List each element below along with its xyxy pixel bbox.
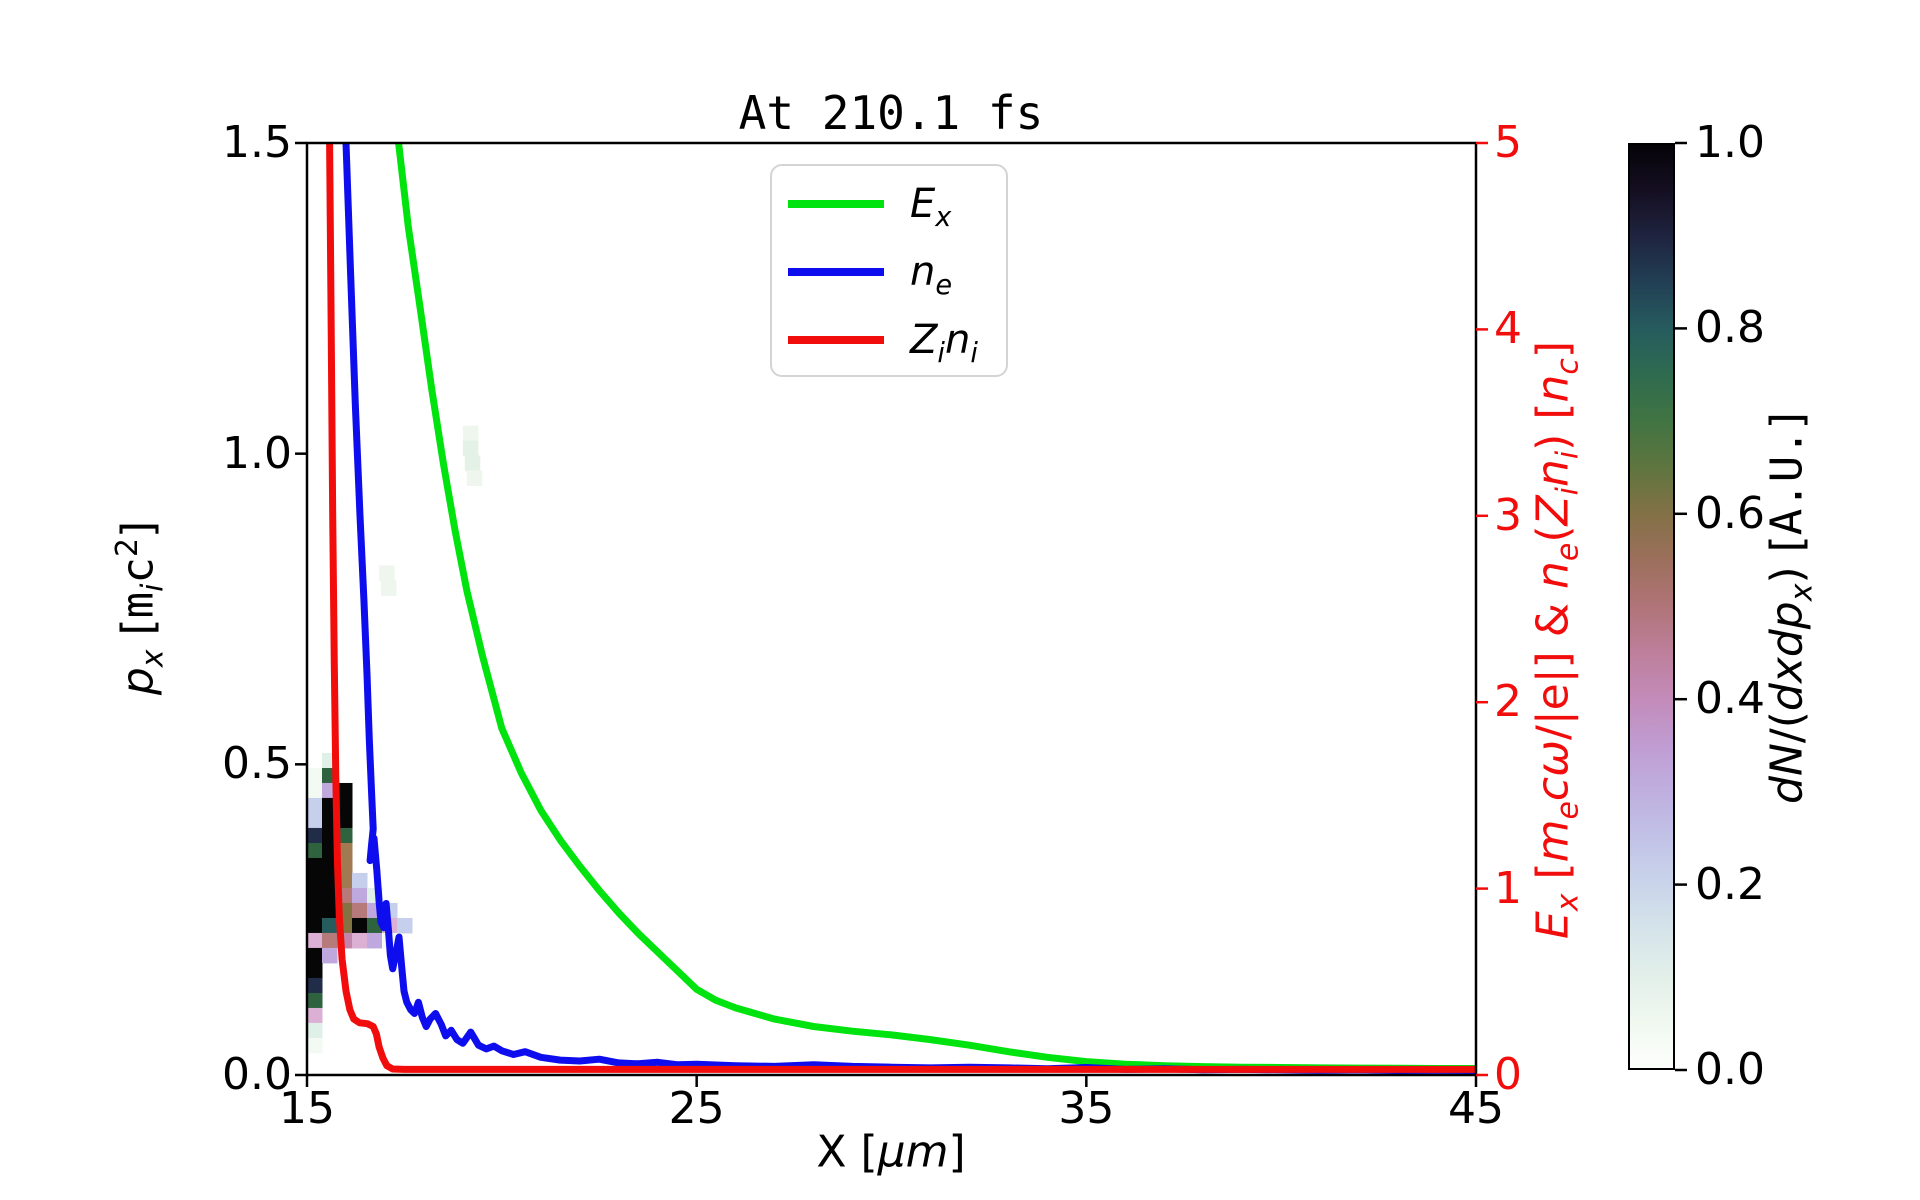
left-y-axis-label: px [mic2] (109, 520, 171, 696)
heatmap-cell (307, 767, 323, 784)
heatmap-cell (307, 797, 323, 814)
curve-zini (326, 143, 1476, 1073)
heatmap-cell (352, 887, 368, 904)
heatmap-cell (307, 887, 323, 904)
right-y-tick-label: 0 (1494, 1049, 1522, 1100)
legend-line-sample (788, 200, 884, 208)
heatmap-cell (337, 782, 353, 799)
heatmap-cell (307, 872, 323, 889)
right-y-tick-label: 3 (1494, 489, 1522, 541)
legend-line-sample (788, 336, 884, 344)
heatmap-cell (337, 842, 353, 859)
heatmap-cell (352, 872, 368, 889)
heatmap-cell (352, 902, 368, 919)
heatmap-cell (307, 857, 323, 874)
heatmap-cell (307, 782, 323, 799)
heatmap-cell (307, 977, 323, 994)
heatmap-cell (307, 992, 323, 1009)
heatmap-cell (381, 580, 397, 596)
right-y-tick-label: 2 (1494, 676, 1522, 728)
legend-label: Zini (910, 317, 978, 369)
heatmap-cell (307, 1022, 323, 1039)
heatmap-cell (307, 812, 323, 829)
heatmap-cell (307, 1007, 323, 1024)
heatmap-cell (307, 902, 323, 919)
right-y-tick-label: 4 (1494, 303, 1522, 355)
legend-entry: Ex (772, 170, 1006, 238)
heatmap-cell (307, 947, 323, 964)
colorbar-tick-label: 1.0 (1695, 117, 1765, 168)
colorbar (1628, 143, 1675, 1070)
x-tick-label: 35 (1058, 1083, 1115, 1134)
left-y-tick-label: 0.0 (222, 1049, 292, 1100)
right-y-axis-label: Ex [mecω/|e|] & ne(Zini) [nc] (1527, 340, 1586, 940)
heatmap-cell (307, 962, 323, 979)
heatmap-cell (322, 872, 338, 889)
legend-line-sample (788, 268, 884, 276)
heatmap-cell (464, 455, 481, 472)
heatmap-cell (367, 932, 383, 949)
heatmap-cell (322, 842, 338, 859)
heatmap-cell (322, 857, 338, 874)
legend-label: ne (910, 249, 953, 301)
heatmap-cell (466, 470, 483, 486)
heatmap-cell (307, 842, 323, 859)
axes-spines (305, 141, 1478, 1077)
left-y-tick-label: 0.5 (222, 738, 292, 790)
heatmap-cell (322, 902, 338, 919)
colorbar-tick-label: 0.0 (1695, 1044, 1765, 1095)
x-tick-label: 25 (668, 1083, 725, 1134)
left-y-tick-label: 1.0 (222, 427, 292, 479)
legend: Ex ne Zini (770, 164, 1008, 377)
heatmap-cell (307, 917, 323, 934)
heatmap-cell (462, 425, 479, 442)
legend-entry: Zini (772, 306, 1006, 374)
colorbar-tick-label: 0.4 (1695, 673, 1765, 725)
heatmap-cell (337, 812, 353, 829)
heatmap-cell (337, 797, 353, 814)
colorbar-tick-label: 0.8 (1695, 302, 1765, 354)
heatmap-cell (352, 932, 368, 949)
x-tick-label: 15 (279, 1083, 335, 1134)
plot-title: At 210.1 fs (738, 86, 1044, 140)
heatmap-cell (322, 917, 338, 934)
heatmap-cell (307, 1037, 323, 1054)
heatmap-cell (322, 887, 338, 904)
colorbar-tick-label: 0.2 (1695, 858, 1765, 910)
right-y-tick-label: 1 (1494, 862, 1522, 914)
x-tick-label: 45 (1448, 1083, 1504, 1134)
heatmap-cell (307, 827, 323, 844)
x-axis-label: X [μm] (816, 1126, 966, 1178)
legend-entry: ne (772, 238, 1006, 306)
heatmap-cell (462, 440, 479, 457)
colorbar-tick-label: 0.6 (1695, 487, 1765, 539)
left-y-tick-label: 1.5 (222, 117, 292, 168)
heatmap-cell (397, 917, 413, 934)
heatmap-cell (379, 565, 395, 581)
heatmap-cell (337, 827, 353, 844)
heatmap-cell (307, 932, 323, 949)
right-y-tick-label: 5 (1494, 117, 1522, 168)
colorbar-label: dN/(dxdpx) [A.U.] (1761, 412, 1820, 804)
legend-label: Ex (910, 181, 952, 233)
heatmap-cell (352, 917, 368, 934)
heatmap-cell (322, 947, 338, 964)
heatmap-cell (322, 932, 338, 949)
